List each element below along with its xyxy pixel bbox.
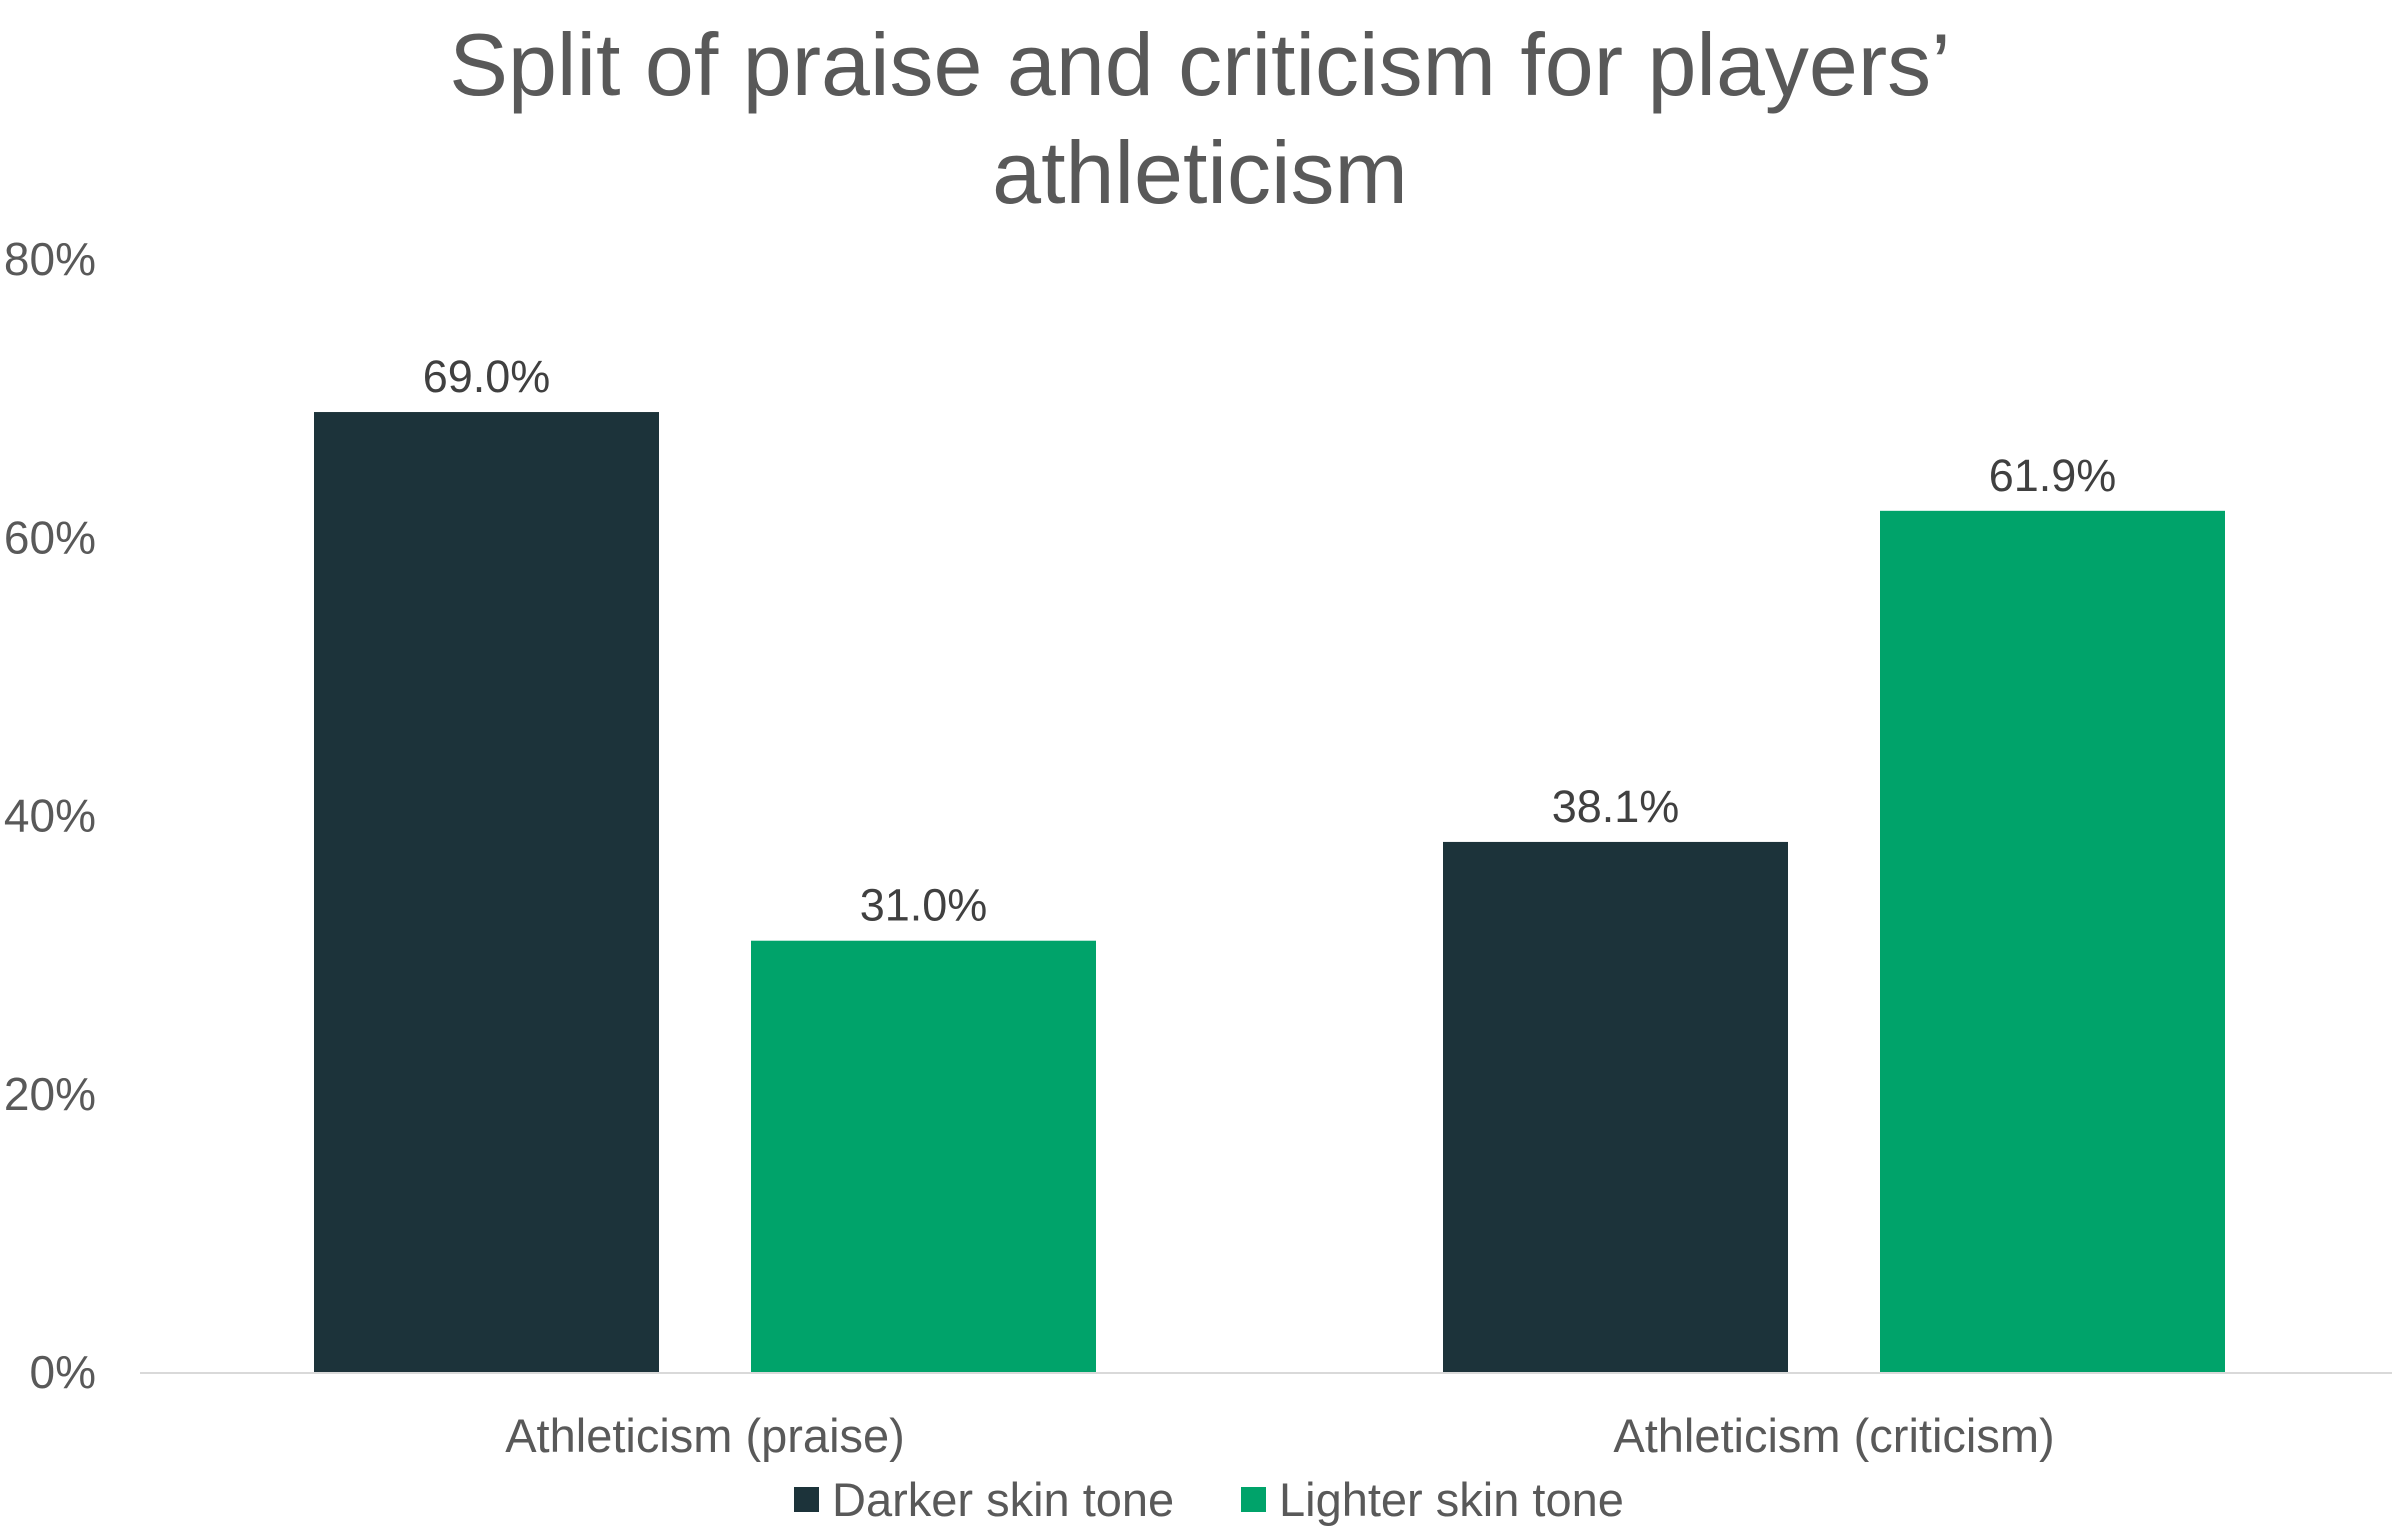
chart-title: Split of praise and criticism for player…: [449, 15, 1950, 222]
legend: Darker skin tone Lighter skin tone: [794, 1473, 1624, 1526]
legend-swatch-darker: [794, 1487, 819, 1512]
y-tick-label: 20%: [4, 1068, 96, 1120]
y-tick-label: 80%: [4, 233, 96, 285]
legend-label: Darker skin tone: [832, 1473, 1174, 1526]
data-label: 38.1%: [1552, 781, 1680, 832]
legend-swatch-lighter: [1241, 1487, 1266, 1512]
bar-darker-criticism: [1443, 841, 1788, 1372]
x-category-label: Athleticism (praise): [505, 1409, 905, 1462]
y-axis: 0% 20% 40% 60% 80%: [4, 233, 96, 1398]
bar-darker-praise: [314, 412, 659, 1373]
data-label: 31.0%: [860, 880, 988, 931]
y-tick-label: 40%: [4, 790, 96, 842]
x-category-label: Athleticism (criticism): [1613, 1409, 2054, 1462]
bars: [314, 412, 2225, 1373]
y-tick-label: 0%: [30, 1346, 96, 1398]
chart-title-line-2: athleticism: [992, 123, 1408, 222]
data-label: 61.9%: [1989, 450, 2117, 501]
legend-label: Lighter skin tone: [1279, 1473, 1624, 1526]
data-label: 69.0%: [423, 351, 551, 402]
data-labels: 69.0% 31.0% 38.1% 61.9%: [423, 351, 2117, 931]
y-tick-label: 60%: [4, 511, 96, 563]
bar-lighter-praise: [751, 940, 1096, 1372]
bar-lighter-criticism: [1880, 510, 2225, 1372]
chart-title-line-1: Split of praise and criticism for player…: [449, 15, 1950, 114]
x-axis: Athleticism (praise) Athleticism (critici…: [140, 1372, 2392, 1462]
